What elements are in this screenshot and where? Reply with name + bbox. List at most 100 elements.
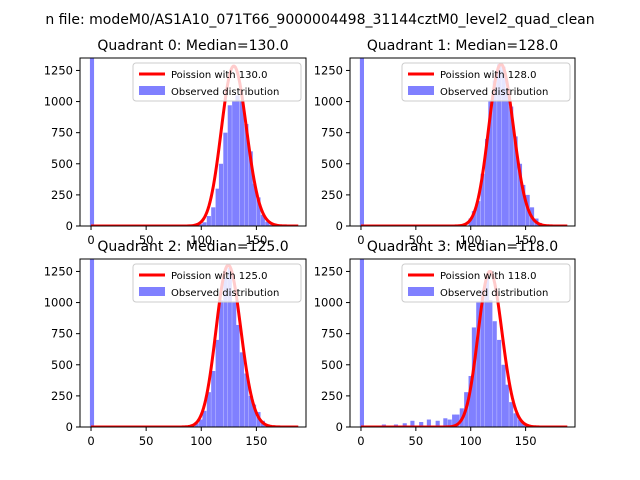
y-tick-label: 250 <box>51 389 73 403</box>
histogram-bar <box>471 327 476 427</box>
histogram-bar <box>215 188 220 226</box>
x-tick-label: 50 <box>409 434 424 448</box>
histogram-bar <box>206 392 211 427</box>
histogram-bar <box>517 163 523 226</box>
y-tick-label: 1250 <box>44 264 73 278</box>
y-tick-label: 1250 <box>44 63 73 77</box>
legend-box <box>132 62 302 102</box>
histogram-bar <box>235 324 240 427</box>
histogram-bar <box>194 423 199 427</box>
x-tick-label: 50 <box>139 434 154 448</box>
legend-box <box>401 62 571 102</box>
histogram-bar <box>89 58 95 226</box>
legend-label-observed: Observed distribution <box>171 288 279 299</box>
x-tick-label: 0 <box>357 233 364 247</box>
histogram-bars <box>89 259 273 427</box>
legend-label-poisson: Poission with 125.0 <box>171 271 267 282</box>
histogram-bar <box>251 404 257 427</box>
histogram-bar <box>223 132 228 226</box>
panel-title: Quadrant 3: Median=118.0 <box>367 239 558 255</box>
histogram-bar <box>521 423 526 427</box>
histogram-bar <box>244 373 249 427</box>
y-tick-label: 0 <box>66 219 73 233</box>
histogram-bar <box>476 302 481 427</box>
panel-title: Quadrant 1: Median=128.0 <box>367 38 558 54</box>
histogram-bar <box>468 218 473 226</box>
x-tick-label: 50 <box>139 233 154 247</box>
histogram-bar <box>268 224 273 226</box>
histogram-bar <box>359 259 364 427</box>
histogram-bar <box>235 95 240 226</box>
histogram-bar <box>480 173 485 226</box>
histogram-bar <box>218 163 224 226</box>
y-tick-label: 1000 <box>44 95 73 109</box>
chart-panel-2: 0 50 100 150 0 250 500 750 1000 1250 Quadrant 2: M… <box>44 239 307 448</box>
histogram-bar <box>435 420 440 427</box>
histogram-bar <box>492 321 497 427</box>
chart-panel-3: 0 50 100 150 0 250 500 750 1000 1250 Quadrant 3: M… <box>314 239 576 448</box>
histogram-bar <box>513 136 518 226</box>
x-tick-label: 150 <box>515 233 537 247</box>
poisson-curve <box>360 62 568 226</box>
y-tick-label: 0 <box>66 420 73 434</box>
poisson-curve <box>90 263 299 427</box>
chart-panel-0: 0 50 100 150 0 250 500 750 1000 1250 Quadrant 0: M… <box>44 38 307 247</box>
x-tick-label: 0 <box>87 233 94 247</box>
histogram-bar <box>244 123 249 226</box>
legend-bar-swatch <box>139 86 165 95</box>
histogram-bar <box>509 106 514 226</box>
x-tick-label: 0 <box>87 434 94 448</box>
histogram-bar <box>199 419 204 427</box>
axes-frame <box>79 57 307 227</box>
histogram-bar <box>485 138 490 226</box>
y-tick-label: 0 <box>336 420 343 434</box>
histogram-bar <box>443 418 448 427</box>
histogram-bar <box>517 419 523 427</box>
y-tick-label: 0 <box>336 219 343 233</box>
histogram-bar <box>513 413 518 427</box>
legend-label-poisson: Poission with 130.0 <box>171 70 267 81</box>
histogram-bar <box>256 197 261 226</box>
histogram-bar <box>402 423 407 427</box>
histogram-bar <box>485 277 490 427</box>
legend-label-poisson: Poission with 128.0 <box>440 70 536 81</box>
histogram-bar <box>504 89 509 226</box>
histogram-bar <box>492 80 497 226</box>
x-tick-label: 50 <box>409 233 424 247</box>
y-tick-label: 250 <box>51 188 73 202</box>
histogram-bar <box>223 277 228 427</box>
y-tick-label: 750 <box>51 327 73 341</box>
histogram-bar <box>447 419 452 427</box>
histogram-bar <box>419 422 424 427</box>
histogram-bar <box>359 58 364 226</box>
x-tick-label: 100 <box>460 434 482 448</box>
x-tick-label: 150 <box>245 434 267 448</box>
histogram-bar <box>248 151 253 226</box>
histogram-bar <box>251 183 257 226</box>
histogram-bar <box>239 101 244 226</box>
histogram-bar <box>265 221 270 226</box>
y-tick-label: 1000 <box>314 95 343 109</box>
x-tick-label: 100 <box>460 233 482 247</box>
y-tick-label: 750 <box>321 126 343 140</box>
histogram-bar <box>211 371 216 427</box>
legend-bar-swatch <box>408 287 434 296</box>
y-tick-label: 500 <box>51 358 73 372</box>
axes-frame <box>349 57 576 227</box>
legend-label-poisson: Poission with 118.0 <box>440 271 536 282</box>
histogram-bar <box>215 339 220 427</box>
axes-frame <box>349 258 576 428</box>
legend-box <box>132 263 302 303</box>
y-tick-label: 1250 <box>314 264 343 278</box>
histogram-bar <box>248 395 253 427</box>
x-tick-label: 100 <box>190 233 212 247</box>
histogram-bar <box>488 300 493 427</box>
histogram-bar <box>468 375 473 427</box>
legend-label-observed: Observed distribution <box>440 288 548 299</box>
axes-frame <box>79 258 307 428</box>
histogram-bar <box>227 267 232 427</box>
histogram-bar <box>218 300 224 427</box>
y-tick-label: 250 <box>321 188 343 202</box>
